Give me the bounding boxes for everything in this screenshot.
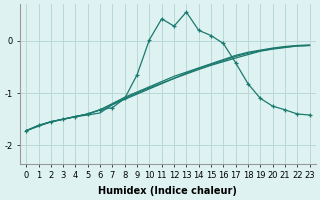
X-axis label: Humidex (Indice chaleur): Humidex (Indice chaleur) bbox=[99, 186, 237, 196]
